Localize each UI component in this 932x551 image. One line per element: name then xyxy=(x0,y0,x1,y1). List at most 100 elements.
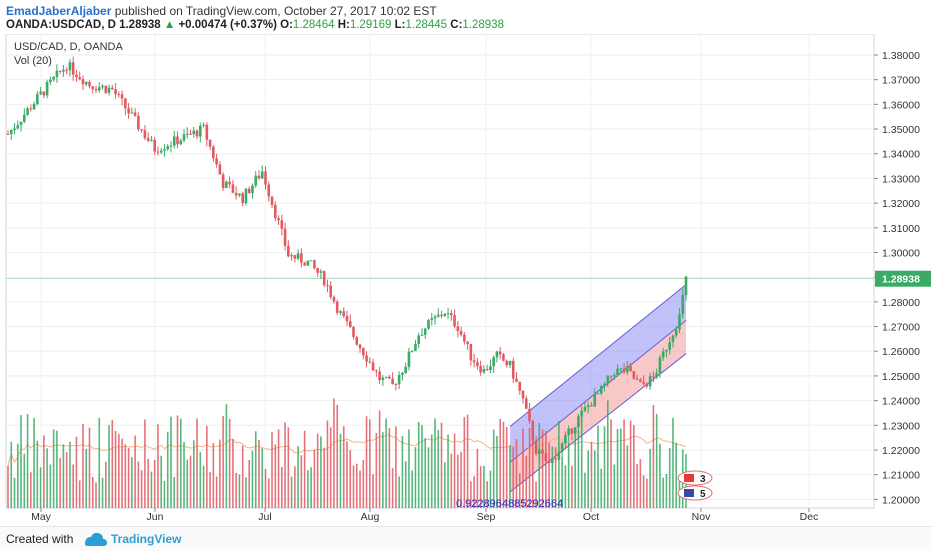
candle-body xyxy=(560,443,564,452)
candle-body xyxy=(534,440,538,454)
candle-body xyxy=(293,255,297,259)
y-tick-label: 1.36000 xyxy=(882,99,920,111)
candle-body xyxy=(456,326,460,332)
candle-body xyxy=(440,314,443,316)
candle-body xyxy=(316,268,319,273)
candle-body xyxy=(404,366,407,373)
candle-body xyxy=(524,398,528,409)
us-flag-icon[interactable]: 5 xyxy=(677,485,713,501)
candle-body xyxy=(62,69,65,72)
y-tick-label: 1.32000 xyxy=(882,198,920,210)
y-tick-label: 1.38000 xyxy=(882,50,920,62)
x-tick-label: Aug xyxy=(361,511,380,523)
y-tick-label: 1.26000 xyxy=(882,346,920,358)
candle-body xyxy=(557,451,561,460)
candle-body xyxy=(322,271,326,286)
candle-body xyxy=(287,245,290,257)
chart-area[interactable]: 1.38000 1.37000 1.36000 1.35000 1.34000 1.330… xyxy=(0,33,932,526)
candle-body xyxy=(554,458,557,460)
candle-body xyxy=(78,77,82,80)
candle-body xyxy=(345,316,349,322)
candle-body xyxy=(505,360,509,366)
high-label: H: xyxy=(337,19,350,31)
candle-body xyxy=(410,351,414,353)
y-tick-label: 1.28000 xyxy=(882,297,920,309)
candle-body xyxy=(133,112,137,116)
candle-body xyxy=(146,138,150,141)
candle-body xyxy=(202,124,205,126)
candle-body xyxy=(446,313,450,315)
close-label: C: xyxy=(450,19,463,31)
price-chart[interactable]: 1.38000 1.37000 1.36000 1.35000 1.34000 1.330… xyxy=(0,33,932,526)
candle-body xyxy=(433,316,437,319)
candle-body xyxy=(606,375,610,384)
candle-body xyxy=(459,331,463,335)
candle-body xyxy=(159,150,163,153)
candle-body xyxy=(612,374,616,377)
candle-body xyxy=(192,130,196,135)
candle-body xyxy=(609,375,613,377)
x-tick-label: Jul xyxy=(258,511,271,523)
candle-body xyxy=(511,360,515,379)
candle-body xyxy=(655,373,658,378)
chart-header: EmadJaberAljaber published on TradingVie… xyxy=(0,0,932,34)
candle-body xyxy=(9,129,13,135)
canada-flag-icon[interactable]: 3 xyxy=(677,470,713,486)
candle-body xyxy=(619,368,623,370)
candle-body xyxy=(567,428,570,435)
channel-upper-line[interactable] xyxy=(509,284,687,427)
event-count: 5 xyxy=(700,489,706,500)
candle-body xyxy=(332,297,336,302)
candle-body xyxy=(185,133,189,135)
candle-body xyxy=(58,70,62,72)
last-price: 1.28938 xyxy=(119,19,161,31)
candle-body xyxy=(629,366,632,372)
candle-body xyxy=(241,193,244,204)
candle-body xyxy=(94,89,98,91)
candle-body xyxy=(169,145,173,147)
candle-body xyxy=(205,124,209,140)
x-tick-label: Sep xyxy=(477,511,496,523)
candle-body xyxy=(391,378,394,384)
publish-line: EmadJaberAljaber published on TradingVie… xyxy=(6,4,437,18)
candle-body xyxy=(300,253,303,263)
candle-body xyxy=(570,428,574,434)
candle-body xyxy=(397,375,401,385)
ohlc-line: OANDA:USDCAD, D 1.28938 ▲ +0.00474 (+0.3… xyxy=(6,19,504,31)
author-link[interactable]: EmadJaberAljaber xyxy=(6,4,112,18)
candle-body xyxy=(642,381,645,384)
candle-body xyxy=(13,128,16,130)
candle-body xyxy=(668,342,672,350)
candle-body xyxy=(603,383,606,386)
candle-body xyxy=(339,311,342,313)
candle-body xyxy=(427,320,430,329)
candle-body xyxy=(590,405,593,407)
last-price-tag xyxy=(875,270,931,287)
open-value: 1.28464 xyxy=(292,19,335,31)
candle-body xyxy=(674,329,678,336)
published-text: published on TradingView.com, October 27… xyxy=(114,4,437,18)
candle-body xyxy=(361,348,365,356)
tradingview-brand[interactable]: TradingView xyxy=(111,532,182,546)
x-tick-label: Jun xyxy=(147,511,164,523)
candle-body xyxy=(528,408,531,422)
candle-body xyxy=(521,390,525,399)
candle-body xyxy=(221,174,225,188)
candle-body xyxy=(443,314,447,316)
candle-body xyxy=(583,407,587,411)
candle-body xyxy=(492,357,495,367)
candle-body xyxy=(586,405,590,408)
candle-body xyxy=(189,133,192,135)
y-tick-label: 1.21000 xyxy=(882,470,920,482)
channel-lower-fill xyxy=(510,320,686,492)
candle-body xyxy=(313,260,316,269)
candle-body xyxy=(277,218,280,221)
candle-body xyxy=(622,368,626,373)
candle-body xyxy=(36,94,39,105)
open-label: O: xyxy=(280,19,293,31)
candle-body xyxy=(254,175,258,186)
volume-label: Vol (20) xyxy=(14,55,52,67)
tradingview-logo-icon[interactable] xyxy=(82,530,108,548)
candle-body xyxy=(453,315,456,327)
price-change: +0.00474 (+0.37%) xyxy=(178,19,277,31)
